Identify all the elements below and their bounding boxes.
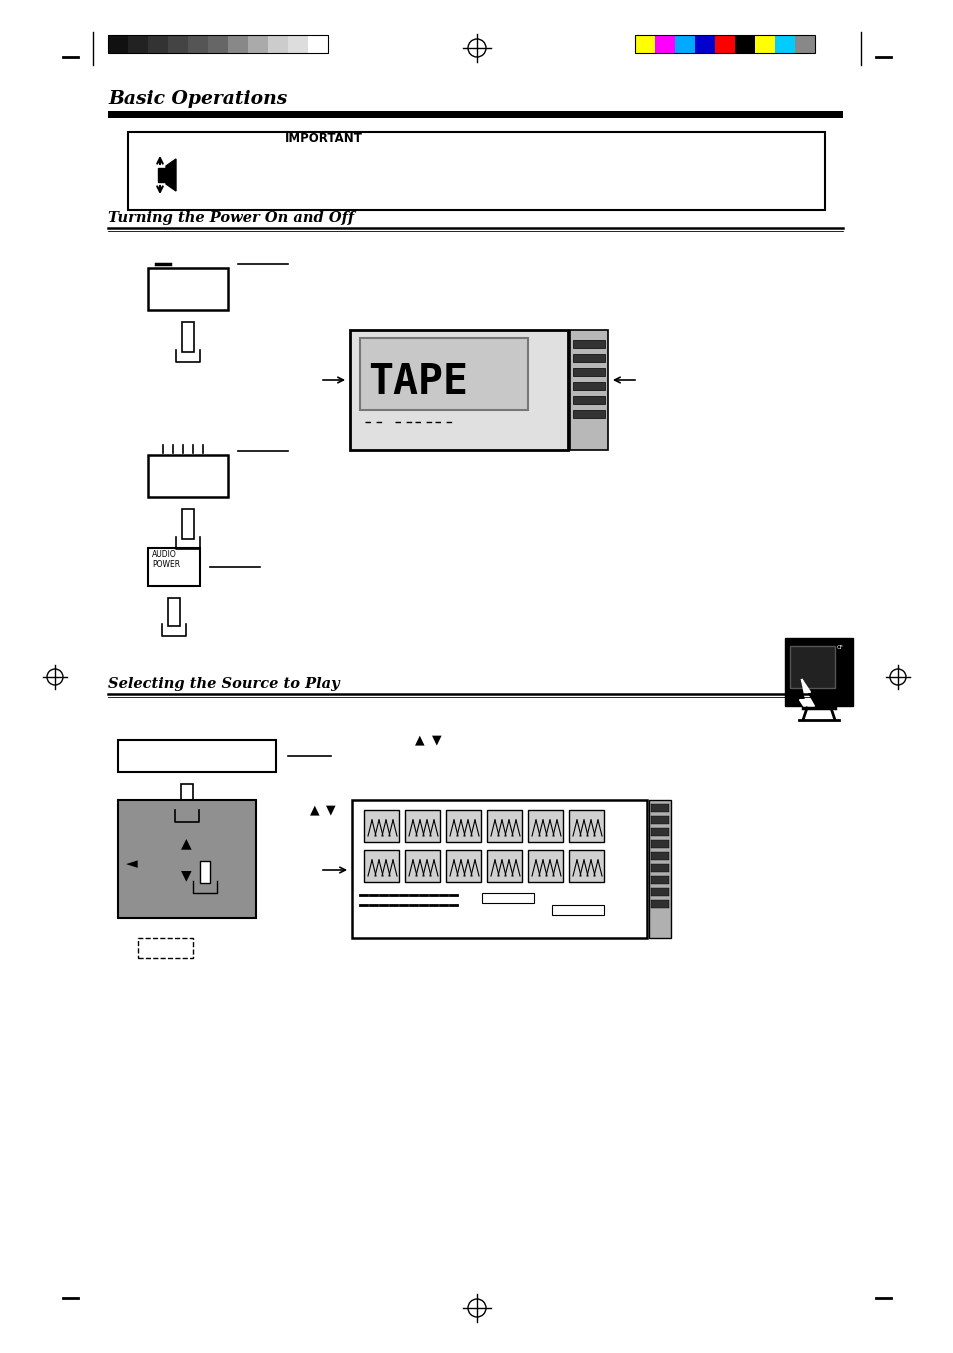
Text: ▲: ▲ [181,836,192,850]
Bar [650,804,668,812]
Bar [695,35,714,53]
Polygon shape [166,160,175,191]
Bar [446,810,480,842]
Text: ▼: ▼ [326,802,335,816]
Bar [784,639,852,706]
Bar [650,888,668,896]
Bar [754,35,774,53]
Bar [138,938,193,958]
Bar [208,35,228,53]
Bar [268,35,288,53]
Text: ▼: ▼ [181,869,192,882]
Bar [481,893,534,902]
Bar [573,354,604,363]
Bar [573,340,604,348]
Bar [650,852,668,861]
Bar [200,861,210,884]
Bar [568,850,603,882]
Bar [108,111,842,118]
Bar [118,740,275,773]
Bar [774,35,794,53]
Bar [352,800,646,938]
Bar [573,410,604,418]
Bar [527,810,562,842]
Bar [650,865,668,871]
Bar [188,35,208,53]
Bar [650,828,668,836]
Bar [288,35,308,53]
Text: ▲: ▲ [310,802,319,816]
Bar [573,368,604,376]
Bar [446,850,480,882]
Bar [182,322,193,352]
Text: ▲: ▲ [415,733,424,746]
Bar [405,810,439,842]
Bar [350,330,567,451]
Bar [675,35,695,53]
Text: TAPE: TAPE [368,361,468,403]
Bar [248,35,268,53]
Bar [182,509,193,538]
Text: AUDIO
POWER: AUDIO POWER [152,551,180,570]
Polygon shape [800,681,813,718]
Bar [794,35,814,53]
Bar [648,800,670,938]
Bar [148,268,228,310]
Bar [128,133,824,210]
Bar [789,645,834,687]
Text: IMPORTANT: IMPORTANT [285,133,362,145]
Bar [128,35,148,53]
Bar [118,800,255,917]
Bar [552,905,603,915]
Bar [650,816,668,824]
Text: Basic Operations: Basic Operations [108,91,287,108]
Bar [714,35,734,53]
Bar [650,875,668,884]
Bar [228,35,248,53]
Bar [108,35,328,53]
Bar [108,35,128,53]
Bar [650,900,668,908]
Bar [655,35,675,53]
Bar [569,330,607,451]
Bar [148,548,200,586]
Bar [650,840,668,848]
Bar [635,35,814,53]
Bar [181,783,193,812]
Bar [527,850,562,882]
Bar [568,810,603,842]
Text: Selecting the Source to Play: Selecting the Source to Play [108,676,339,691]
Text: ▼: ▼ [432,733,441,746]
Text: ◄: ◄ [126,856,137,871]
Bar [486,810,521,842]
Bar [359,338,527,410]
Bar [158,168,166,183]
Bar [168,598,180,626]
Bar [364,850,398,882]
Bar [635,35,655,53]
Bar [405,850,439,882]
Bar [308,35,328,53]
Bar [148,455,228,497]
Text: CF: CF [836,645,843,649]
Bar [364,810,398,842]
Bar [734,35,754,53]
Text: Turning the Power On and Off: Turning the Power On and Off [108,211,354,225]
Bar [486,850,521,882]
Bar [168,35,188,53]
Bar [573,382,604,390]
Bar [573,396,604,405]
Bar [148,35,168,53]
